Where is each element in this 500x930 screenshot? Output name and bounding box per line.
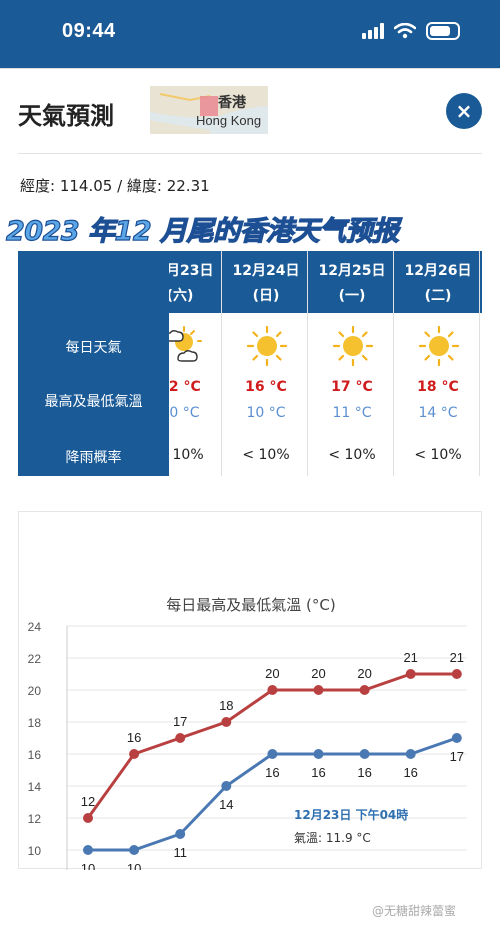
forecast-date: 12月24日 (232, 263, 300, 279)
min-temp-label: 16 (403, 765, 417, 780)
min-temp-point (83, 845, 93, 855)
y-tick-label: 10 (28, 844, 42, 858)
min-temp-point (267, 749, 278, 759)
forecast-day-column: 12月26日 (二) 18 °C 14 °C < 10% (396, 251, 480, 476)
forecast-weekday: (一) (338, 288, 366, 304)
tooltip-text: 氣溫: 11.9 °C (294, 831, 371, 845)
min-temp-label: 10 (81, 861, 95, 870)
y-tick-label: 14 (28, 780, 42, 794)
max-temp-point (221, 717, 232, 727)
forecast-sheet: 天氣預測 香港 Hong Kong × 經度: 114.05 / 緯度: 22.… (0, 68, 500, 930)
page-title: 天氣預測 (18, 102, 114, 130)
forecast-day-column: 12月24日 (日) 16 °C 10 °C < 10% (224, 251, 308, 476)
min-temp-label: 11 (173, 845, 187, 860)
map-land-icon (150, 86, 268, 134)
forecast-rain-chance: < 10% (414, 447, 462, 463)
forecast-min-temp: 10 °C (160, 405, 200, 421)
chart-title: 每日最高及最低氣溫 (°C) (166, 596, 335, 614)
y-tick-label: 16 (28, 748, 42, 762)
forecast-rain-chance: < 10% (242, 447, 290, 463)
min-temp-point (221, 781, 232, 791)
location-map-thumbnail[interactable]: 香港 Hong Kong (150, 86, 268, 134)
forecast-min-temp: 11 °C (332, 405, 372, 421)
max-temp-label: 17 (173, 714, 187, 729)
forecast-min-temp: 10 °C (246, 405, 286, 421)
row-label-temperature: 最高及最低氣溫 (44, 394, 143, 410)
row-label-rain: 降雨概率 (65, 450, 122, 466)
sun-icon (418, 325, 460, 367)
max-temp-label: 18 (219, 698, 233, 713)
map-label-en: Hong Kong (196, 113, 262, 128)
max-temp-label: 21 (403, 650, 417, 665)
temperature-chart-svg: 每日最高及最低氣溫 (°C)8101214161820222412月23日12月… (28, 596, 467, 870)
status-icons (362, 22, 460, 40)
min-temp-point (451, 733, 462, 743)
max-temp-point (267, 685, 278, 695)
close-icon: × (455, 99, 473, 123)
max-temp-label: 20 (311, 666, 325, 681)
forecast-weekday: (二) (424, 288, 452, 304)
map-label-zh: 香港 (218, 95, 246, 111)
max-temp-label: 21 (450, 650, 464, 665)
forecast-weekday: (六) (166, 288, 194, 304)
wifi-icon (394, 23, 416, 39)
row-label-weather: 每日天氣 (65, 340, 122, 356)
status-time: 09:44 (62, 20, 116, 42)
forecast-max-temp: 16 °C (245, 379, 287, 395)
y-tick-label: 12 (28, 812, 42, 826)
min-temp-label: 16 (265, 765, 279, 780)
battery-icon (426, 22, 460, 40)
forecast-rain-chance: < 10% (328, 447, 376, 463)
min-temp-label: 10 (127, 861, 141, 870)
max-temp-point (405, 669, 416, 679)
min-temp-label: 17 (450, 749, 464, 764)
sun-icon (332, 325, 374, 367)
min-temp-point (313, 749, 324, 759)
max-temp-point (83, 813, 93, 823)
divider (18, 153, 482, 154)
max-temp-label: 16 (127, 730, 141, 745)
min-temp-label: 16 (357, 765, 371, 780)
min-temp-point (359, 749, 370, 759)
forecast-weekday: (日) (252, 288, 280, 304)
max-temp-point (313, 685, 324, 695)
min-temp-point (405, 749, 416, 759)
sun-icon (246, 325, 288, 367)
overlay-banner: 2023 年12 月尾的香港天气预报 (5, 215, 399, 247)
y-tick-label: 20 (28, 684, 42, 698)
min-temp-point (175, 829, 186, 839)
forecast-table: 12月23日 (六) 12 °C 10 °C < 10% 12月24日 (日) 16 °C 10… (18, 251, 482, 476)
forecast-min-temp: 14 °C (418, 405, 458, 421)
temperature-chart: 每日最高及最低氣溫 (°C)8101214161820222412月23日12月… (18, 511, 482, 870)
max-temp-label: 20 (265, 666, 279, 681)
tooltip-title: 12月23日 下午04時 (294, 807, 408, 822)
forecast-date: 12月25日 (318, 263, 386, 279)
coordinates-text: 經度: 114.05 / 緯度: 22.31 (20, 177, 210, 195)
max-temp-point (129, 749, 140, 759)
cellular-signal-icon (362, 23, 384, 39)
status-bar: 09:44 (0, 0, 500, 68)
y-tick-label: 22 (28, 652, 42, 666)
watermark: @无糖甜辣蕾蜜 (372, 904, 457, 918)
forecast-row-labels: 每日天氣 最高及最低氣溫 降雨概率 (18, 251, 169, 476)
y-tick-label: 18 (28, 716, 42, 730)
forecast-max-temp: 18 °C (417, 379, 459, 395)
min-temp-label: 16 (311, 765, 325, 780)
max-temp-label: 12 (81, 794, 95, 809)
max-temp-point (175, 733, 186, 743)
min-temp-label: 14 (219, 797, 233, 812)
forecast-max-temp: 17 °C (331, 379, 373, 395)
forecast-date: 12月26日 (404, 263, 472, 279)
max-temp-label: 20 (357, 666, 371, 681)
max-temp-point (359, 685, 370, 695)
max-temp-point (451, 669, 462, 679)
max-temp-line (86, 672, 457, 819)
forecast-max-temp: 12 °C (159, 379, 201, 395)
y-tick-label: 24 (28, 620, 42, 634)
forecast-day-column: 12月25日 (一) 17 °C 11 °C < 10% (310, 251, 394, 476)
min-temp-point (129, 845, 140, 855)
close-button[interactable]: × (446, 93, 482, 129)
